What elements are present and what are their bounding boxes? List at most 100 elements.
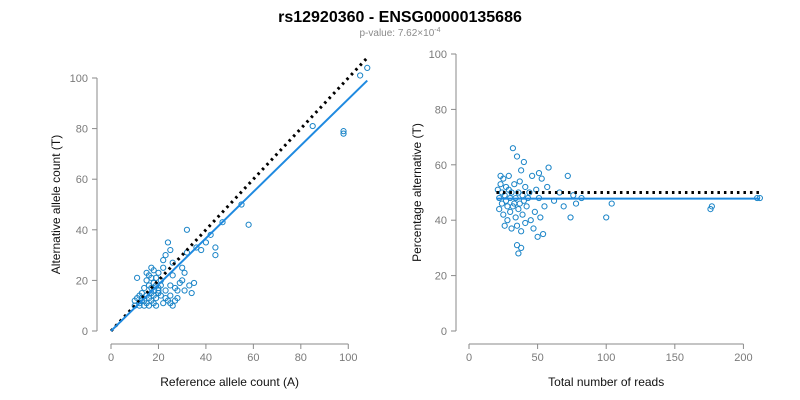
right-data-point [507, 208, 514, 215]
right-data-point [518, 167, 525, 174]
left-y-axis-title: Alternative allele count (T) [49, 135, 63, 274]
right-data-point [538, 175, 545, 182]
left-data-point [169, 259, 176, 266]
right-data-point [516, 200, 523, 207]
right-data-point [504, 217, 511, 224]
plot-left: 0 20 40 60 80 100 0 20 40 60 80 100 Reference allele… [49, 56, 371, 389]
subtitle-exponent: -4 [434, 27, 440, 34]
left-x-tick-label: 20 [152, 352, 164, 364]
left-data-point [183, 226, 191, 233]
left-fit-line [110, 79, 368, 332]
left-reference-line [109, 56, 369, 333]
right-data-point [515, 206, 522, 213]
left-data-point [152, 274, 160, 281]
right-data-point [529, 172, 536, 179]
right-data-point [515, 189, 522, 196]
right-data-point [537, 214, 544, 221]
right-data-point [523, 203, 530, 210]
right-x-axis-title: Total number of reads [548, 375, 664, 389]
left-data-point [193, 244, 200, 251]
right-data-point [511, 181, 518, 188]
left-data-point [138, 289, 145, 297]
left-data-point [174, 295, 181, 302]
figure-subtitle: p-value: 7.62×10-4 [359, 27, 440, 39]
left-data-point [181, 269, 188, 276]
right-data-point [496, 206, 503, 213]
right-x-tick-label: 100 [597, 352, 615, 364]
left-data-point [150, 267, 157, 274]
left-data-point [160, 300, 167, 307]
left-y-tick-label: 80 [76, 124, 88, 136]
left-data-point [162, 287, 169, 294]
left-y-tick-label: 60 [76, 174, 88, 186]
left-data-point [169, 272, 176, 279]
plot-right: 0 50 100 150 200 0 20 40 60 80 100 Total number of … [410, 49, 763, 389]
right-data-point [519, 211, 526, 218]
left-data-point [167, 292, 174, 299]
left-y-tick-label: 20 [76, 275, 88, 287]
left-data-point [219, 219, 226, 226]
left-data-point [134, 274, 141, 281]
left-data-point [169, 302, 176, 309]
left-data-point [309, 122, 316, 130]
right-data-point [708, 203, 715, 210]
right-data-point [531, 208, 538, 215]
right-data-point [498, 200, 506, 207]
left-y-tick-label: 100 [70, 73, 88, 85]
right-data-point [544, 183, 551, 191]
left-data-point [167, 246, 174, 254]
right-y-axis-title: Percentage alternative (T) [410, 123, 424, 262]
right-y-tick-label: 60 [435, 160, 447, 172]
right-data-point [505, 172, 512, 179]
left-data-point [364, 64, 371, 71]
right-data-point [509, 145, 517, 152]
right-data-point [527, 217, 534, 224]
right-data-point [530, 225, 537, 232]
left-data-point [152, 295, 160, 302]
left-y-tick-label: 0 [82, 326, 88, 338]
left-data-point [181, 287, 188, 294]
left-data-point [155, 269, 162, 276]
left-data-point [198, 246, 205, 254]
left-data-point [143, 277, 150, 284]
right-data-point [518, 244, 525, 251]
right-data-point [522, 219, 529, 227]
right-y-tick-label: 40 [435, 215, 447, 227]
left-x-tick-label: 100 [339, 352, 357, 364]
right-data-point [560, 203, 567, 210]
right-y-tick-label: 80 [435, 104, 447, 116]
right-y-tick-label: 20 [435, 271, 447, 283]
left-data-point [157, 292, 164, 299]
right-data-point [522, 183, 529, 191]
left-data-point [179, 277, 186, 284]
left-data-point [145, 302, 153, 309]
left-data-point [340, 130, 347, 137]
right-data-point [508, 189, 515, 196]
right-data-point [518, 228, 525, 235]
left-data-point [152, 302, 160, 309]
right-data-point [520, 158, 527, 166]
left-data-point [164, 239, 172, 246]
left-data-point [174, 287, 181, 294]
right-data-point [572, 200, 580, 207]
right-data-point [500, 175, 507, 182]
right-y-tick-label: 0 [441, 326, 447, 338]
left-x-tick-label: 60 [247, 352, 259, 364]
right-data-point [526, 189, 533, 196]
right-data-point [497, 181, 504, 188]
right-data-point [556, 189, 563, 196]
right-x-tick-label: 200 [734, 352, 752, 364]
right-y-tick-label: 100 [429, 49, 447, 61]
right-data-point [512, 214, 519, 221]
right-data-point [508, 225, 515, 232]
left-data-point [202, 239, 210, 246]
right-data-point [513, 242, 521, 249]
right-data-point [535, 170, 543, 177]
left-x-tick-label: 0 [108, 352, 114, 364]
left-data-point [160, 257, 167, 264]
left-data-point [190, 279, 198, 287]
left-data-point [167, 282, 174, 289]
left-data-point [141, 284, 148, 292]
left-data-point [238, 201, 245, 208]
